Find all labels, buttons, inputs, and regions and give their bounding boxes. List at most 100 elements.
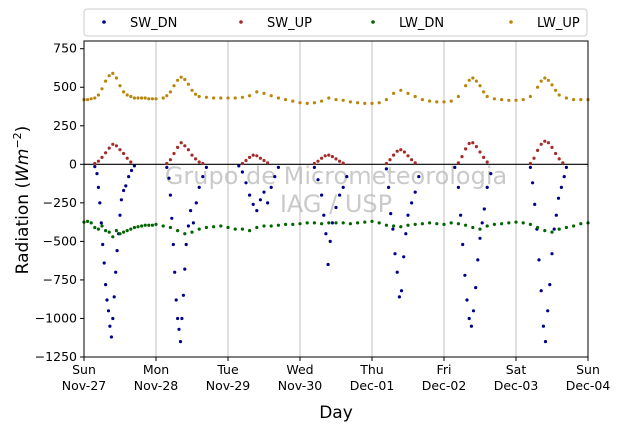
data-point (174, 298, 178, 302)
data-point (392, 224, 396, 228)
data-point (341, 161, 345, 165)
data-point (377, 101, 381, 105)
data-point (552, 227, 556, 231)
data-point (546, 141, 551, 145)
data-point (258, 198, 262, 202)
data-point (104, 79, 108, 83)
data-point (226, 96, 230, 100)
data-point (276, 96, 280, 100)
data-point (191, 221, 195, 225)
data-point (262, 91, 266, 95)
data-point (464, 147, 468, 151)
data-point (233, 227, 237, 231)
data-point (348, 222, 352, 226)
x-tick-day: Sat (506, 362, 527, 377)
legend-label: SW_UP (267, 16, 312, 31)
data-point (305, 221, 309, 225)
data-point (413, 161, 417, 165)
x-tick-date: Nov-27 (62, 378, 106, 393)
data-point (248, 94, 252, 98)
data-point (402, 255, 406, 259)
data-point (172, 151, 176, 156)
data-point (109, 335, 113, 339)
data-point (391, 227, 395, 231)
data-point (377, 221, 381, 225)
data-point (143, 96, 147, 100)
data-point (165, 161, 169, 166)
data-point (168, 158, 172, 162)
data-point (111, 71, 115, 75)
data-point (127, 175, 131, 179)
data-point (341, 98, 345, 102)
data-point (550, 83, 554, 87)
data-point (388, 158, 392, 162)
data-point (476, 258, 480, 262)
data-point (500, 98, 504, 102)
data-point (410, 158, 414, 162)
data-point (96, 93, 100, 97)
legend-marker (239, 20, 243, 24)
data-point (392, 153, 396, 157)
data-point (179, 75, 183, 79)
data-point (262, 224, 266, 228)
data-point (531, 181, 535, 185)
data-point (406, 154, 410, 158)
data-point (244, 181, 248, 185)
data-point (533, 202, 537, 206)
data-point (186, 148, 190, 152)
data-point (251, 153, 255, 157)
data-point (248, 229, 252, 233)
data-point (276, 223, 280, 227)
data-point (107, 74, 111, 78)
x-tick-date: Nov-29 (206, 378, 251, 393)
data-point (98, 201, 102, 205)
data-point (312, 165, 316, 169)
legend-marker (102, 20, 106, 24)
data-point (548, 283, 552, 287)
data-point (129, 160, 133, 164)
data-point (334, 205, 338, 210)
data-point (251, 202, 255, 206)
data-point (428, 221, 432, 225)
data-point (181, 293, 185, 297)
data-point (456, 161, 460, 165)
data-point (124, 184, 128, 188)
x-tick-day: Sun (576, 362, 600, 377)
data-point (478, 236, 482, 240)
data-point (579, 98, 583, 102)
x-tick-day: Tue (216, 362, 239, 377)
legend-label: LW_DN (399, 16, 444, 31)
data-point (189, 209, 193, 213)
y-tick-label: 500 (53, 79, 77, 94)
data-point (459, 213, 463, 217)
legend-label: SW_DN (130, 16, 177, 31)
data-point (370, 219, 374, 223)
x-tick-date: Dec-04 (566, 378, 611, 393)
data-point (89, 221, 93, 225)
data-point (248, 155, 252, 159)
data-point (471, 141, 475, 145)
data-point (572, 98, 576, 102)
x-axis-label: Day (319, 403, 353, 423)
series-sw-dn (93, 164, 569, 344)
data-point (485, 160, 489, 164)
data-point (132, 164, 136, 168)
data-point (406, 91, 410, 95)
data-point (114, 270, 118, 274)
data-point (190, 153, 194, 157)
data-point (122, 230, 126, 234)
data-point (536, 85, 540, 89)
data-point (96, 227, 100, 231)
data-point (204, 165, 208, 169)
data-point (122, 188, 126, 193)
data-point (482, 90, 486, 94)
legend-box (83, 8, 588, 37)
data-point (99, 221, 103, 225)
data-point (320, 222, 324, 226)
data-point (399, 289, 404, 293)
data-point (316, 178, 320, 182)
data-point (514, 98, 518, 102)
data-point (177, 327, 181, 331)
data-point (183, 77, 187, 82)
